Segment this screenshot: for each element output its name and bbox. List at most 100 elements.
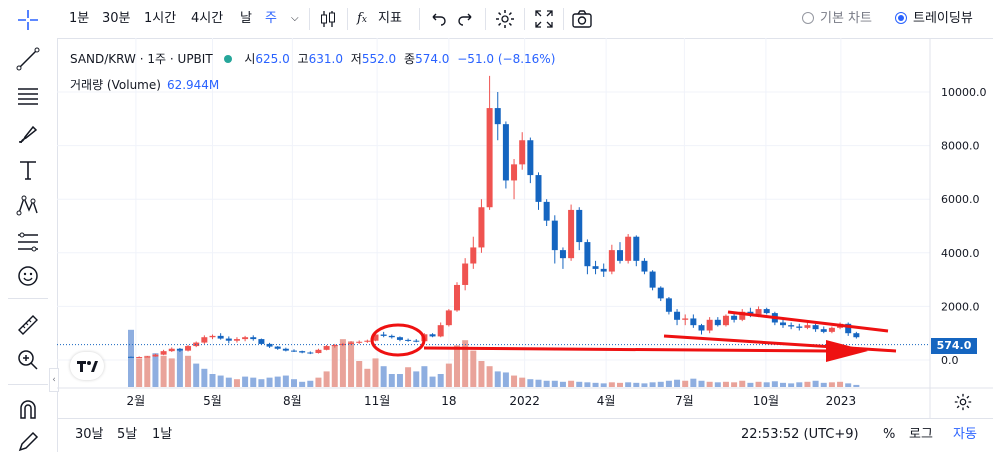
interval-day[interactable]: 날 — [240, 11, 252, 26]
y-tick-label: 2000.0 — [941, 300, 980, 313]
chart-settings-gear-icon[interactable] — [953, 392, 973, 412]
volume-bar — [421, 366, 428, 387]
x-tick-label: 7월 — [675, 394, 694, 408]
volume-bar — [657, 381, 664, 387]
candle — [812, 325, 819, 330]
tradingview-radio[interactable] — [895, 12, 907, 24]
fib-icon[interactable] — [12, 226, 44, 258]
candle — [649, 271, 656, 288]
crosshair-icon[interactable] — [12, 4, 44, 36]
bottom-bar: 30날 5날 1날 22:53:52 (UTC+9) % 로그 자동 — [57, 418, 993, 453]
volume-bar — [462, 340, 469, 387]
interval-1m[interactable]: 1분 — [69, 11, 90, 26]
candle — [160, 351, 167, 355]
volume-bar — [641, 383, 648, 387]
toolbar-divider — [419, 8, 420, 30]
candle — [152, 354, 159, 357]
interval-week[interactable]: 주 — [265, 11, 277, 26]
high-value: 631.0 — [308, 52, 343, 66]
x-tick-label: 10월 — [753, 394, 779, 408]
volume-bar — [649, 382, 656, 387]
pattern-icon[interactable] — [12, 190, 44, 222]
candle — [584, 242, 591, 267]
candles-icon[interactable] — [317, 8, 339, 30]
volume-bar — [348, 341, 355, 387]
volume-bar — [445, 363, 452, 387]
basic-chart-radio[interactable] — [802, 12, 814, 24]
percent-toggle[interactable]: % — [883, 427, 896, 442]
interval-1h[interactable]: 1시간 — [144, 11, 177, 26]
brush-icon[interactable] — [12, 118, 44, 150]
basic-chart-label[interactable]: 기본 차트 — [820, 11, 872, 26]
redo-icon[interactable] — [455, 8, 477, 30]
pencil-lock-icon[interactable] — [12, 426, 44, 458]
volume-bar — [266, 377, 273, 387]
volume-bar — [364, 368, 371, 387]
trend-line-icon[interactable] — [12, 43, 44, 75]
candle — [258, 339, 265, 344]
auto-toggle[interactable]: 자동 — [953, 427, 977, 442]
range-30d[interactable]: 30날 — [75, 427, 104, 442]
volume-bar — [722, 381, 729, 387]
function-icon[interactable]: fx — [357, 11, 367, 26]
tradingview-logo-icon — [77, 361, 98, 372]
volume-bar — [331, 345, 338, 387]
candle — [348, 342, 355, 344]
candle — [682, 318, 689, 320]
zoom-in-icon[interactable] — [12, 344, 44, 376]
range-5d[interactable]: 5날 — [117, 427, 138, 442]
x-tick-label: 2월 — [127, 394, 146, 408]
volume-bar — [804, 381, 811, 387]
candle — [429, 334, 436, 337]
toolbar-divider — [309, 8, 310, 30]
volume-bar — [388, 374, 395, 387]
close-value: 574.0 — [415, 52, 450, 66]
tradingview-logo[interactable] — [70, 352, 104, 380]
x-tick-label: 18 — [441, 394, 456, 408]
candle — [291, 350, 297, 352]
candle — [568, 209, 575, 259]
emoji-icon[interactable] — [12, 260, 44, 292]
low-value: 552.0 — [361, 52, 397, 66]
chevron-down-icon[interactable]: ⌵ — [291, 13, 299, 24]
horizontal-lines-icon[interactable] — [12, 80, 44, 112]
volume-bar — [625, 382, 632, 387]
tradingview-label[interactable]: 트레이딩뷰 — [913, 11, 973, 26]
magnet-icon[interactable] — [12, 394, 44, 426]
volume-bar — [307, 380, 314, 387]
volume-bar — [845, 383, 852, 387]
log-toggle[interactable]: 로그 — [909, 427, 933, 442]
collapse-toolbar-button[interactable]: ‹ — [49, 368, 59, 392]
volume-bar — [315, 377, 322, 387]
volume-bar — [299, 381, 306, 387]
toolbar-divider — [8, 298, 48, 299]
gear-icon[interactable] — [494, 8, 516, 30]
fullscreen-icon[interactable] — [533, 8, 555, 30]
range-1d[interactable]: 1날 — [152, 427, 173, 442]
indicators-button[interactable]: 지표 — [378, 11, 402, 26]
y-tick-label: 0.0 — [941, 354, 959, 367]
text-tool-icon[interactable] — [12, 154, 44, 186]
volume-bar — [429, 376, 436, 387]
volume-bar — [372, 358, 379, 387]
toolbar-divider — [485, 8, 486, 30]
candle — [445, 310, 452, 326]
volume-bar — [535, 379, 542, 387]
annotation-trend-line — [663, 334, 897, 353]
ruler-icon[interactable] — [12, 309, 44, 341]
chart-legend: SAND/KRW · 1주 · UPBIT 시625.0 고631.0 저552… — [70, 52, 556, 66]
interval-30m[interactable]: 30분 — [102, 11, 131, 26]
candle — [299, 351, 306, 353]
candle — [780, 322, 786, 326]
candle — [478, 207, 485, 248]
interval-4h[interactable]: 4시간 — [191, 11, 224, 26]
undo-icon[interactable] — [427, 8, 449, 30]
candle — [421, 334, 428, 342]
camera-icon[interactable] — [571, 8, 593, 30]
candle — [845, 323, 852, 334]
x-tick-label: 4월 — [597, 394, 616, 408]
candle — [233, 339, 240, 341]
volume-bar — [274, 376, 281, 387]
change-value: −51.0 (−8.16%) — [457, 52, 556, 66]
